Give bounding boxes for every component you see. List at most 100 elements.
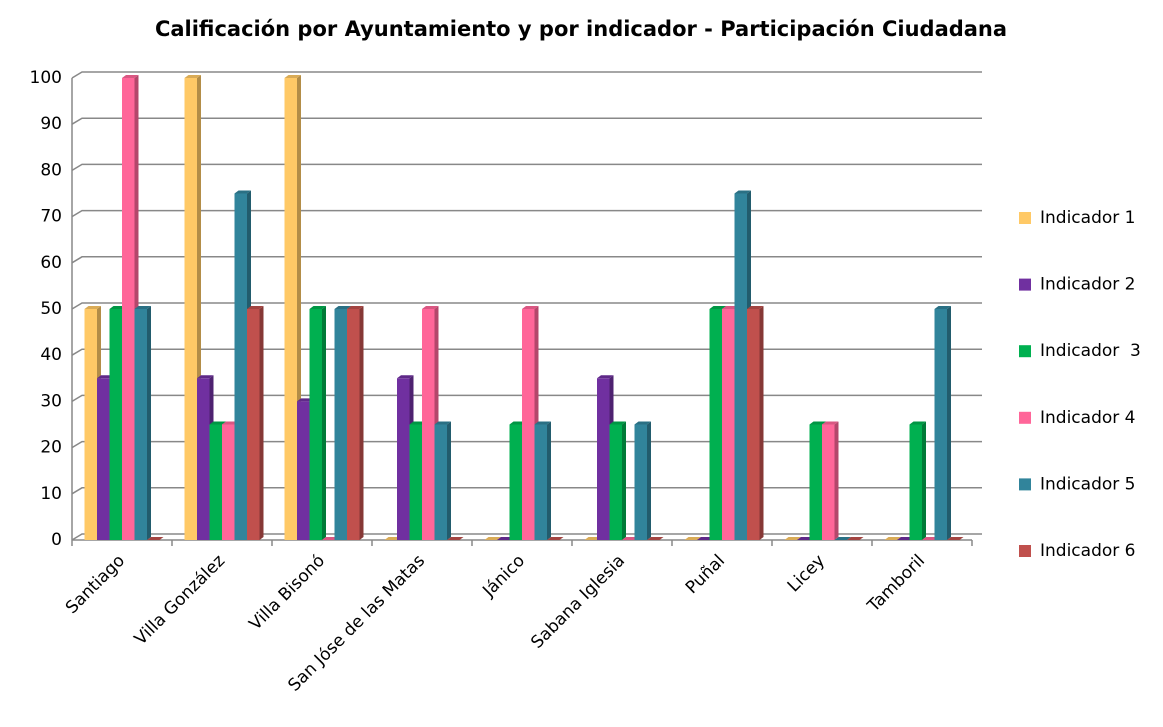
bar bbox=[822, 421, 839, 540]
bar bbox=[784, 537, 801, 540]
bar-top bbox=[684, 537, 701, 540]
bar bbox=[534, 421, 551, 540]
bar-front bbox=[197, 378, 210, 540]
x-tick-label: Tamboril bbox=[863, 551, 929, 617]
y-tick-label: 30 bbox=[40, 391, 62, 411]
bar-side bbox=[647, 421, 651, 540]
bar-top bbox=[922, 537, 939, 540]
legend-label: Indicador 6 bbox=[1040, 541, 1135, 561]
bar-top bbox=[447, 537, 464, 540]
bar-top bbox=[497, 537, 514, 540]
bar bbox=[884, 537, 901, 540]
bar-front bbox=[309, 309, 322, 540]
bar-top bbox=[647, 537, 664, 540]
bar-side bbox=[447, 421, 451, 540]
grid-line bbox=[71, 209, 982, 218]
bar-top bbox=[234, 190, 251, 194]
x-tick-label: Licey bbox=[784, 551, 829, 596]
bar-front bbox=[109, 309, 122, 540]
bar-top bbox=[884, 537, 901, 540]
bar-front bbox=[709, 309, 722, 540]
legend-swatch bbox=[1019, 278, 1031, 291]
x-tick-label: Jánico bbox=[478, 551, 529, 602]
grid-line bbox=[71, 440, 982, 449]
bar-top bbox=[434, 421, 451, 425]
bar bbox=[747, 306, 764, 540]
grid-line bbox=[71, 302, 982, 310]
bar-top bbox=[709, 306, 726, 309]
bar-top bbox=[197, 375, 214, 379]
bar-front bbox=[634, 424, 647, 540]
bar-top bbox=[334, 306, 351, 309]
bar-top bbox=[809, 421, 826, 425]
bar-top bbox=[309, 306, 326, 309]
bar-front bbox=[84, 309, 97, 540]
bar-side bbox=[834, 421, 839, 540]
legend-label: Indicador 3 bbox=[1040, 341, 1141, 361]
bar-top bbox=[784, 537, 801, 540]
bar bbox=[922, 537, 939, 540]
bar bbox=[447, 537, 464, 540]
bar-front bbox=[734, 193, 747, 540]
bar-front bbox=[409, 424, 422, 540]
bar-front bbox=[522, 309, 535, 540]
legend-swatch bbox=[1019, 545, 1031, 557]
bar-front bbox=[234, 193, 247, 540]
legend-swatch bbox=[1019, 345, 1031, 358]
bar-front bbox=[509, 424, 522, 540]
bar-top bbox=[547, 537, 564, 540]
bar bbox=[909, 421, 926, 540]
bar-front bbox=[122, 78, 135, 540]
y-tick-label: 10 bbox=[40, 484, 62, 504]
legend-label: Indicador 1 bbox=[1040, 208, 1135, 228]
bar-top bbox=[484, 537, 501, 540]
bar-front bbox=[347, 309, 360, 540]
grid-line bbox=[71, 256, 982, 264]
bar-top bbox=[322, 537, 339, 540]
bar-front bbox=[209, 424, 222, 540]
bar-front bbox=[422, 309, 435, 540]
grid-line bbox=[71, 117, 982, 125]
bar-front bbox=[97, 378, 110, 540]
bar-top bbox=[247, 306, 264, 309]
bar-top bbox=[747, 306, 764, 309]
bar bbox=[834, 537, 851, 540]
bar-front bbox=[822, 424, 835, 540]
bar-front bbox=[134, 309, 147, 540]
legend-label: Indicador 5 bbox=[1040, 474, 1135, 494]
bar-top bbox=[947, 537, 964, 540]
bar-side bbox=[922, 421, 926, 540]
bar-top bbox=[109, 306, 126, 309]
bar-top bbox=[722, 306, 739, 309]
bar-top bbox=[147, 537, 164, 540]
bar-top bbox=[697, 537, 714, 540]
y-tick-label: 80 bbox=[40, 160, 62, 180]
bar-top bbox=[797, 537, 814, 540]
bar-top bbox=[209, 421, 226, 425]
bar-front bbox=[334, 309, 347, 540]
bar bbox=[347, 306, 364, 540]
bar-front bbox=[434, 424, 447, 540]
bar bbox=[947, 537, 964, 540]
bar bbox=[134, 306, 151, 540]
bar-top bbox=[347, 306, 364, 309]
x-tick-label: Villa Bisonó bbox=[246, 551, 329, 634]
bar-top bbox=[584, 537, 601, 540]
bar-top bbox=[409, 421, 426, 425]
grid-line bbox=[71, 533, 982, 541]
bar-side bbox=[947, 306, 951, 540]
bar-top bbox=[222, 421, 239, 425]
bar-top bbox=[422, 306, 439, 309]
y-tick-label: 0 bbox=[51, 530, 62, 550]
bar-top bbox=[609, 421, 626, 425]
grid-line bbox=[71, 348, 982, 356]
bar-top bbox=[134, 306, 151, 309]
bar-top bbox=[184, 75, 201, 78]
grid-line bbox=[71, 394, 982, 403]
y-tick-label: 50 bbox=[40, 299, 62, 319]
bar-front bbox=[222, 424, 235, 540]
bar bbox=[484, 537, 501, 540]
bar-top bbox=[84, 306, 101, 309]
bar bbox=[634, 421, 651, 540]
